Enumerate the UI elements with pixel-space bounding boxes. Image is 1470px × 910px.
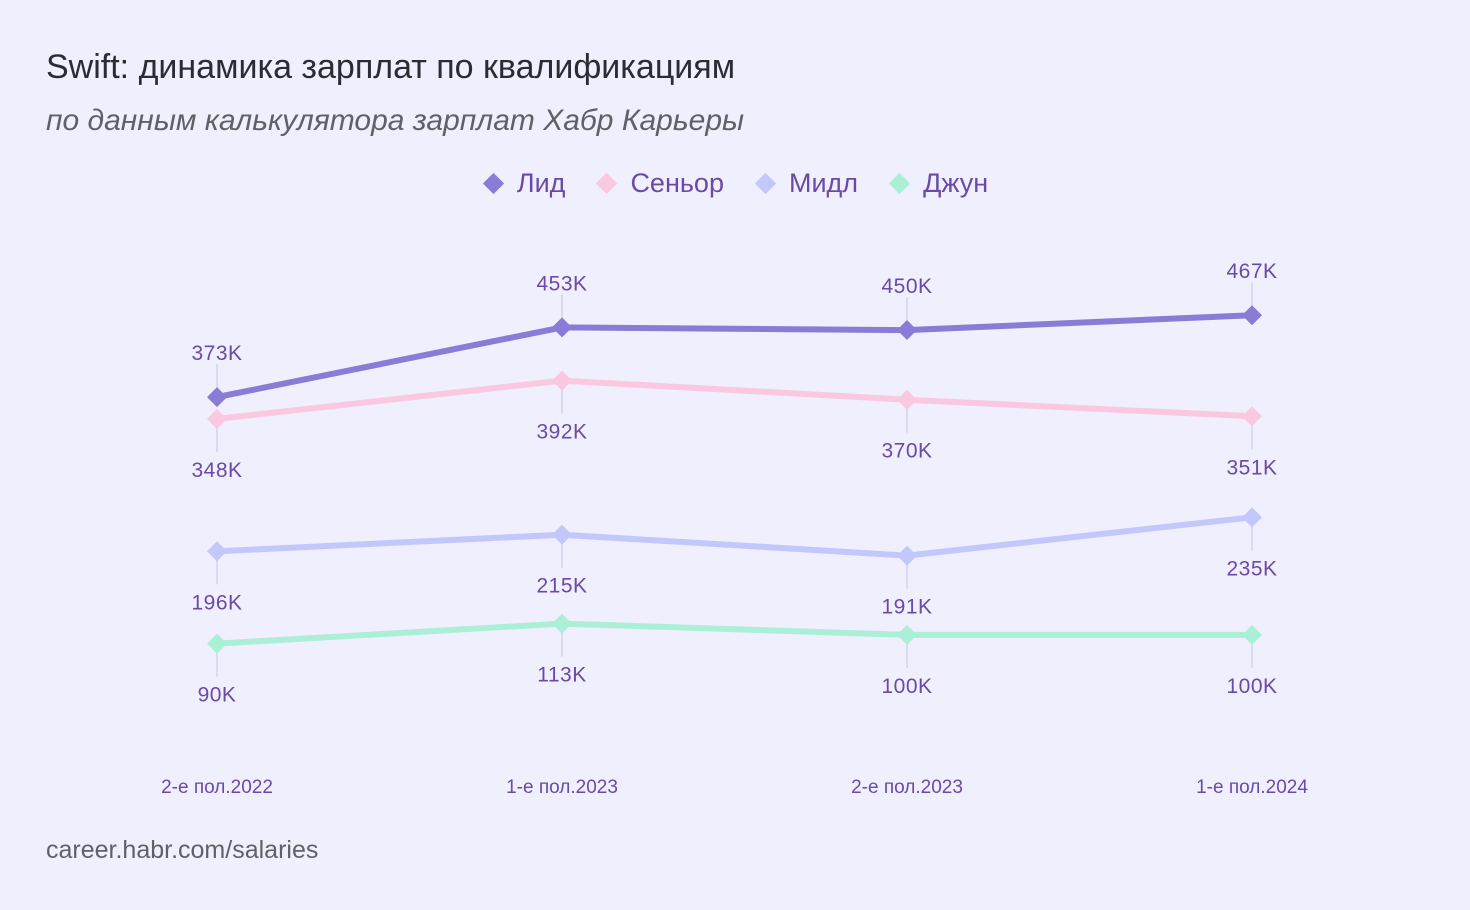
x-tick-label-3: 1-е пол.2024 [1196, 777, 1308, 798]
data-label-0-1: 453K [536, 272, 587, 295]
data-label-1-2: 370K [881, 440, 932, 463]
chart-legend: Лид Сеньор Мидл Джун [0, 168, 1470, 199]
x-tick-label-0: 2-е пол.2022 [161, 777, 273, 798]
data-point-1-2 [897, 389, 917, 410]
legend-item-junior[interactable]: Джун [888, 168, 988, 199]
data-label-1-0: 348K [191, 459, 242, 482]
line-chart: 373K 453K 450K 467K 348K 392K 370K 351K 196K 215K… [161, 260, 1308, 798]
source-link: career.habr.com/salaries [46, 836, 319, 864]
data-point-0-1 [552, 317, 572, 338]
data-point-0-0 [207, 387, 227, 408]
data-point-2-1 [552, 524, 572, 545]
x-tick-label-1: 1-е пол.2023 [506, 777, 618, 798]
series-line-1 [214, 377, 1255, 422]
data-point-1-1 [552, 370, 572, 391]
chart-subtitle: по данным калькулятора зарплат Хабр Карь… [46, 104, 745, 137]
x-tick-label-2: 2-е пол.2023 [851, 777, 963, 798]
data-point-2-2 [897, 545, 917, 566]
legend-item-middle[interactable]: Мидл [754, 168, 858, 199]
series-line-2 [214, 514, 1255, 559]
data-label-2-2: 191K [881, 596, 932, 619]
data-point-3-2 [897, 624, 917, 645]
data-point-3-1 [552, 613, 572, 634]
data-point-3-3 [1242, 624, 1262, 645]
data-label-3-3: 100K [1226, 675, 1277, 698]
data-label-0-2: 450K [881, 275, 932, 298]
legend-label-junior: Джун [923, 168, 989, 198]
series-line-3 [214, 620, 1255, 647]
legend-label-senior: Сеньор [630, 168, 724, 198]
data-point-1-0 [207, 408, 227, 429]
data-point-0-3 [1242, 305, 1262, 326]
legend-item-senior[interactable]: Сеньор [595, 168, 724, 199]
data-label-3-1: 113K [537, 664, 587, 687]
data-point-3-0 [207, 633, 227, 654]
data-label-2-3: 235K [1226, 557, 1277, 580]
data-label-1-3: 351K [1226, 456, 1277, 479]
data-label-3-0: 90K [198, 684, 237, 707]
data-point-0-2 [897, 320, 917, 341]
data-label-2-1: 215K [536, 575, 587, 598]
series-line-0 [214, 312, 1255, 401]
legend-item-lead[interactable]: Лид [482, 168, 566, 199]
chart-title: Swift: динамика зарплат по квалификациям [46, 48, 736, 86]
data-point-1-3 [1242, 406, 1262, 427]
legend-label-middle: Мидл [788, 168, 859, 198]
data-label-3-2: 100K [881, 675, 932, 698]
data-label-0-3: 467K [1226, 260, 1277, 283]
data-point-2-3 [1242, 507, 1262, 528]
data-point-2-0 [207, 541, 227, 562]
data-label-1-1: 392K [536, 421, 587, 444]
data-label-0-0: 373K [191, 342, 242, 365]
data-label-2-0: 196K [191, 591, 242, 614]
legend-label-lead: Лид [516, 168, 566, 198]
